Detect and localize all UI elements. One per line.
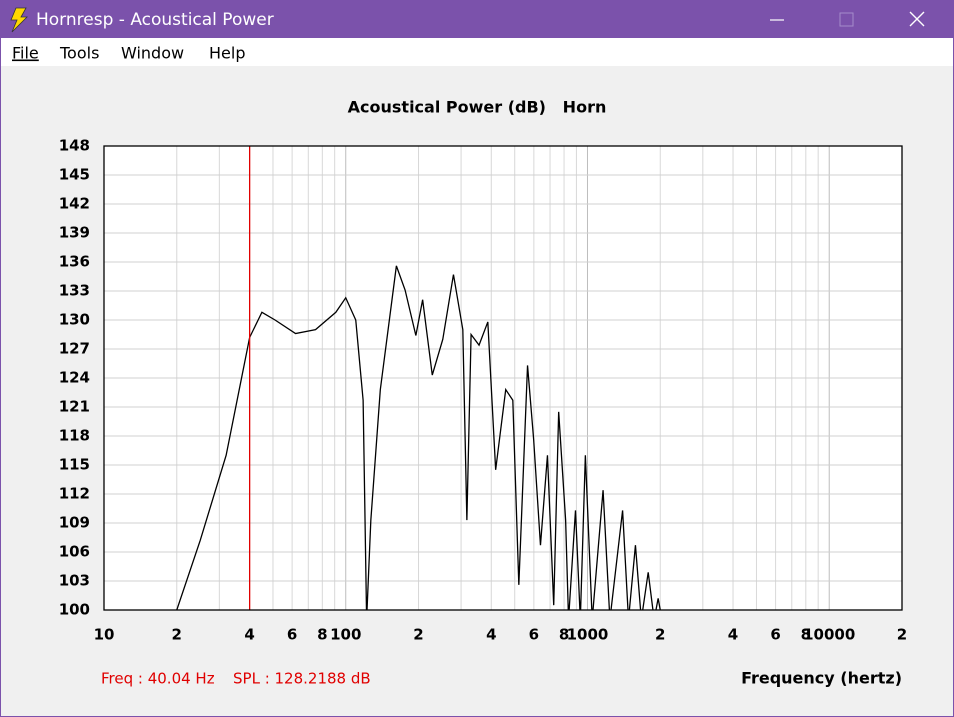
y-tick-label: 121 [59, 398, 90, 416]
menu-item[interactable]: Help [209, 44, 245, 63]
plot-border [103, 145, 903, 611]
x-tick-label: 1000 [567, 626, 609, 644]
status-spl: SPL : 128.2188 dB [233, 670, 371, 688]
y-tick-label: 130 [59, 311, 90, 329]
close-button[interactable] [909, 11, 925, 27]
x-tick-label: 100 [330, 626, 361, 644]
y-tick-label: 139 [59, 224, 90, 242]
x-tick-label: 10000 [803, 626, 855, 644]
y-tick-label: 142 [59, 195, 90, 213]
x-tick-label: 6 [529, 626, 539, 644]
x-tick-label: 2 [897, 626, 907, 644]
x-axis-label: Frequency (hertz) [741, 669, 902, 688]
x-tick-label: 10 [94, 626, 115, 644]
x-tick-label: 8 [559, 626, 569, 644]
x-tick-label: 8 [801, 626, 811, 644]
y-tick-label: 124 [59, 369, 90, 387]
y-tick-label: 109 [59, 514, 90, 532]
y-tick-label: 118 [59, 427, 90, 445]
menu-item[interactable]: File [12, 44, 39, 63]
y-tick-label: 112 [59, 485, 90, 503]
status-frequency: Freq : 40.04 Hz [101, 670, 215, 688]
y-tick-label: 115 [59, 456, 90, 474]
data-line [176, 265, 661, 610]
maximize-button[interactable] [839, 12, 854, 27]
y-tick-label: 106 [59, 543, 90, 561]
x-tick-label: 6 [287, 626, 297, 644]
y-tick-label: 127 [59, 340, 90, 358]
menu-item[interactable]: Tools [59, 44, 99, 63]
x-tick-label: 2 [172, 626, 182, 644]
x-tick-label: 4 [486, 626, 496, 644]
y-tick-label: 100 [59, 601, 90, 619]
title-bar [0, 0, 954, 38]
chart-title: Acoustical Power (dB) Horn [348, 98, 607, 117]
x-tick-label: 2 [655, 626, 665, 644]
x-tick-label: 4 [728, 626, 738, 644]
window-title: Hornresp - Acoustical Power [36, 10, 274, 30]
y-tick-label: 133 [59, 282, 90, 300]
x-tick-label: 8 [317, 626, 327, 644]
x-tick-label: 6 [770, 626, 780, 644]
y-tick-label: 145 [59, 166, 90, 184]
x-tick-label: 2 [413, 626, 423, 644]
y-tick-label: 148 [59, 137, 90, 155]
menu-bar [1, 38, 953, 66]
menu-item[interactable]: Window [121, 44, 184, 63]
x-tick-label: 4 [244, 626, 254, 644]
y-tick-label: 136 [59, 253, 90, 271]
app-icon [10, 7, 28, 33]
y-tick-label: 103 [59, 572, 90, 590]
